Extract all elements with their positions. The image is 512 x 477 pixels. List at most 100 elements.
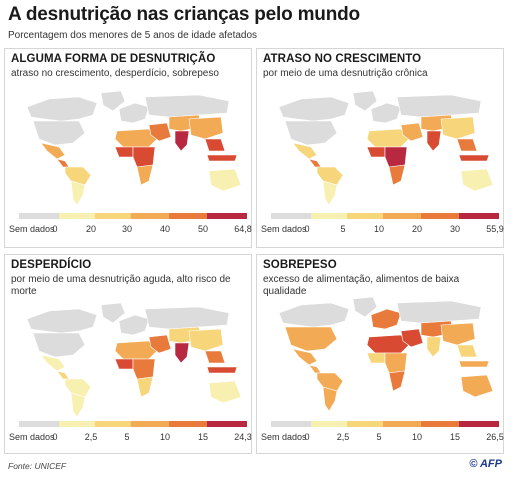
- world-map: [278, 296, 494, 412]
- legend-swatch: [207, 421, 247, 427]
- region-cafrica: [132, 146, 156, 168]
- region-samerica_s: [70, 392, 86, 418]
- region-safrica: [136, 164, 154, 186]
- legend-swatch: [347, 213, 383, 219]
- world-map: [278, 90, 494, 206]
- region-indonesia: [458, 154, 490, 162]
- region-europe: [370, 308, 402, 330]
- legend-swatch: [169, 421, 207, 427]
- legend-tick-label: 10: [411, 432, 423, 442]
- region-cafrica: [384, 146, 408, 168]
- legend-tick-label: 5: [340, 224, 346, 234]
- region-india: [426, 130, 442, 152]
- region-greenland: [100, 90, 126, 112]
- legend-tick-label: 0: [52, 432, 58, 442]
- region-samerica_s: [70, 180, 86, 206]
- region-samerica_n: [316, 166, 344, 186]
- legend-swatch: [421, 421, 459, 427]
- region-camerica: [308, 158, 322, 168]
- region-greenland: [352, 296, 378, 318]
- panel-any-malnutrition: ALGUMA FORMA DE DESNUTRIÇÃO atraso no cr…: [4, 48, 252, 248]
- region-russia: [144, 306, 230, 330]
- region-canada: [278, 96, 350, 122]
- afp-logo: © AFP: [469, 458, 502, 470]
- region-china: [188, 328, 224, 352]
- region-australia: [460, 374, 494, 398]
- region-china: [440, 322, 476, 346]
- region-safrica: [136, 376, 154, 398]
- region-greenland: [100, 302, 126, 324]
- legend-tick-label: 2,5: [336, 432, 350, 442]
- region-canada: [26, 308, 98, 334]
- panel-description: por meio de uma desnutrição aguda, alto …: [11, 274, 231, 297]
- region-usa: [284, 326, 338, 352]
- panel-wasting: DESPERDÍCIO por meio de uma desnutrição …: [4, 254, 252, 454]
- region-usa: [32, 120, 86, 146]
- region-seasia: [204, 350, 226, 364]
- legend-tick-label: 20: [85, 224, 97, 234]
- legend-swatch: [19, 213, 59, 219]
- legend-swatch: [421, 213, 459, 219]
- world-map: [26, 302, 242, 418]
- legend-swatch: [383, 213, 421, 219]
- legend-swatch: [59, 213, 95, 219]
- color-legend: [271, 421, 499, 427]
- panel-description: atraso no crescimento, desperdício, sobr…: [11, 68, 219, 79]
- region-mideast: [400, 122, 424, 142]
- legend-tick-label: 5: [376, 432, 382, 442]
- region-camerica: [308, 364, 322, 374]
- region-mexico: [40, 142, 66, 160]
- region-india: [174, 342, 190, 364]
- region-samerica_n: [64, 166, 92, 186]
- legend-ticks: Sem dados 0 2,5 5 10 15 24,3: [5, 432, 253, 444]
- legend-tick-label: 26,5: [486, 432, 504, 442]
- region-samerica_s: [322, 180, 338, 206]
- world-map: [26, 90, 242, 206]
- legend-tick-label: 10: [373, 224, 385, 234]
- region-wafrica: [114, 358, 134, 370]
- region-europe: [118, 102, 150, 124]
- panel-overweight: SOBREPESO excesso de alimentação, alimen…: [256, 254, 504, 454]
- panel-description: por meio de uma desnutrição crônica: [263, 68, 428, 79]
- panel-stunting: ATRASO NO CRESCIMENTO por meio de uma de…: [256, 48, 504, 248]
- panel-title: ALGUMA FORMA DE DESNUTRIÇÃO: [11, 53, 216, 65]
- region-europe: [370, 102, 402, 124]
- region-samerica_n: [64, 378, 92, 398]
- region-samerica_s: [322, 386, 338, 412]
- region-russia: [396, 94, 482, 118]
- legend-tick-label: 64,8: [234, 224, 252, 234]
- region-mexico: [40, 354, 66, 372]
- region-mexico: [292, 348, 318, 366]
- region-australia: [208, 168, 242, 192]
- region-camerica: [56, 158, 70, 168]
- legend-tick-label: 30: [449, 224, 461, 234]
- legend-swatch: [131, 213, 169, 219]
- region-wafrica: [366, 352, 386, 364]
- region-camerica: [56, 370, 70, 380]
- legend-swatch: [311, 421, 347, 427]
- region-china: [440, 116, 476, 140]
- region-russia: [144, 94, 230, 118]
- panel-title: SOBREPESO: [263, 259, 337, 271]
- region-greenland: [352, 90, 378, 112]
- region-china: [188, 116, 224, 140]
- legend-tick-label: 20: [411, 224, 423, 234]
- region-mexico: [292, 142, 318, 160]
- region-safrica: [388, 370, 406, 392]
- legend-swatch: [169, 213, 207, 219]
- legend-tick-label: 15: [197, 432, 209, 442]
- legend-swatch: [311, 213, 347, 219]
- panel-description: excesso de alimentação, alimentos de bai…: [263, 274, 460, 297]
- legend-ticks: Sem dados 0 5 10 20 30 55,9: [257, 224, 505, 236]
- region-wafrica: [366, 146, 386, 158]
- legend-swatch: [95, 213, 131, 219]
- legend-swatch: [19, 421, 59, 427]
- legend-tick-label: 0: [52, 224, 58, 234]
- legend-nodata-label: Sem dados: [9, 224, 55, 234]
- region-wafrica: [114, 146, 134, 158]
- region-seasia: [456, 344, 478, 358]
- region-canada: [26, 96, 98, 122]
- legend-nodata-label: Sem dados: [261, 224, 307, 234]
- region-samerica_n: [316, 372, 344, 392]
- legend-swatch: [95, 421, 131, 427]
